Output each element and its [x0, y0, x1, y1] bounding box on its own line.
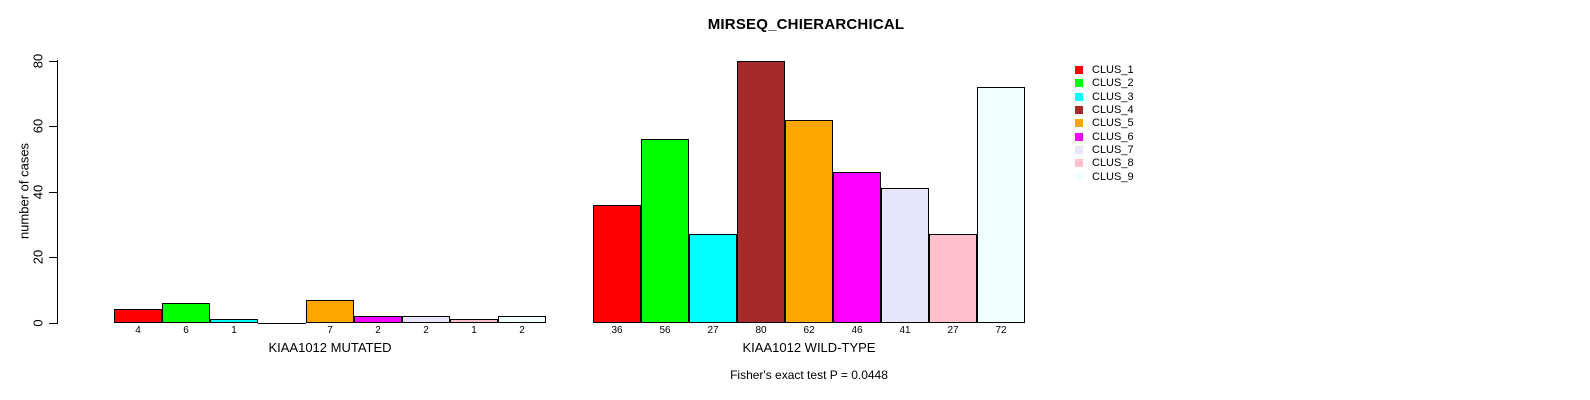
- bar-clus_5-group1: [306, 299, 354, 324]
- bar-value-label: 62: [803, 324, 815, 336]
- bar-value-label: 56: [659, 324, 671, 336]
- legend-label-clus_5: CLUS_5: [1092, 117, 1134, 130]
- bar-clus_8-group2: [929, 234, 977, 324]
- y-axis-line: [57, 60, 58, 324]
- bar-clus_8-group1: [450, 319, 498, 324]
- bar-value-label: 1: [231, 324, 237, 336]
- bar-value-label: 27: [947, 324, 959, 336]
- bar-value-label: 72: [995, 324, 1007, 336]
- legend-swatch-clus_1: [1075, 66, 1083, 74]
- bar-clus_3-group2: [689, 234, 737, 324]
- bar-value-label: 6: [183, 324, 189, 336]
- legend-swatch-clus_6: [1075, 132, 1083, 141]
- bar-value-label: 46: [851, 324, 863, 336]
- legend-swatch-clus_5: [1075, 119, 1083, 128]
- bar-clus_7-group1: [402, 315, 450, 324]
- bar-clus_7-group2: [881, 188, 929, 324]
- bar-value-label: 41: [899, 324, 911, 336]
- legend-swatch-clus_3: [1075, 92, 1083, 101]
- bar-clus_2-group1: [162, 302, 210, 324]
- legend-swatch-clus_8: [1075, 159, 1083, 168]
- bar-clus_6-group1: [354, 315, 402, 324]
- bar-clus_6-group2: [833, 171, 881, 324]
- legend-label-clus_6: CLUS_6: [1092, 130, 1134, 143]
- bar-value-label: 36: [611, 324, 623, 336]
- y-tick-mark: [49, 257, 57, 259]
- bar-value-label: 2: [375, 324, 381, 336]
- bar-clus_9-group2: [977, 86, 1025, 324]
- legend-label-clus_1: CLUS_1: [1092, 64, 1134, 76]
- bar-clus_1-group1: [114, 309, 162, 324]
- bar-clus_3-group1: [210, 319, 258, 324]
- legend-label-clus_2: CLUS_2: [1092, 77, 1134, 90]
- legend-label-clus_7: CLUS_7: [1092, 144, 1134, 157]
- bar-clus_1-group2: [593, 204, 641, 324]
- fisher-test-annotation: Fisher's exact test P = 0.0448: [730, 368, 888, 382]
- legend-swatch-clus_9: [1075, 172, 1083, 181]
- bar-clus_4-group1-zero: [258, 322, 306, 324]
- chart-title: MIRSEQ_CHIERARCHICAL: [707, 16, 905, 33]
- bar-clus_2-group2: [641, 139, 689, 324]
- legend-label-clus_3: CLUS_3: [1092, 90, 1134, 103]
- y-tick-mark: [49, 191, 57, 193]
- y-tick-mark: [49, 126, 57, 128]
- bar-value-label: 2: [519, 324, 525, 336]
- bar-clus_9-group1: [498, 315, 546, 324]
- legend-label-clus_8: CLUS_8: [1092, 157, 1134, 170]
- legend-swatch-clus_7: [1075, 146, 1083, 155]
- bar-value-label: 27: [707, 324, 719, 336]
- legend-swatch-clus_2: [1075, 79, 1083, 88]
- bar-value-label: 1: [471, 324, 477, 336]
- legend-label-clus_9: CLUS_9: [1092, 170, 1134, 183]
- bar-value-label: 2: [423, 324, 429, 336]
- legend-swatch-clus_4: [1075, 106, 1083, 115]
- bar-clus_5-group2: [785, 119, 833, 324]
- x-axis-label-mutated: KIAA1012 MUTATED: [268, 340, 392, 355]
- legend-label-clus_4: CLUS_4: [1092, 104, 1134, 117]
- x-axis-label-wild-type: KIAA1012 WILD-TYPE: [742, 340, 876, 355]
- bar-clus_4-group2: [737, 60, 785, 324]
- y-tick-mark: [49, 60, 57, 62]
- bar-value-label: 4: [135, 324, 141, 336]
- bar-value-label: 80: [755, 324, 767, 336]
- bar-value-label: 7: [327, 324, 333, 336]
- y-tick-mark: [49, 322, 57, 324]
